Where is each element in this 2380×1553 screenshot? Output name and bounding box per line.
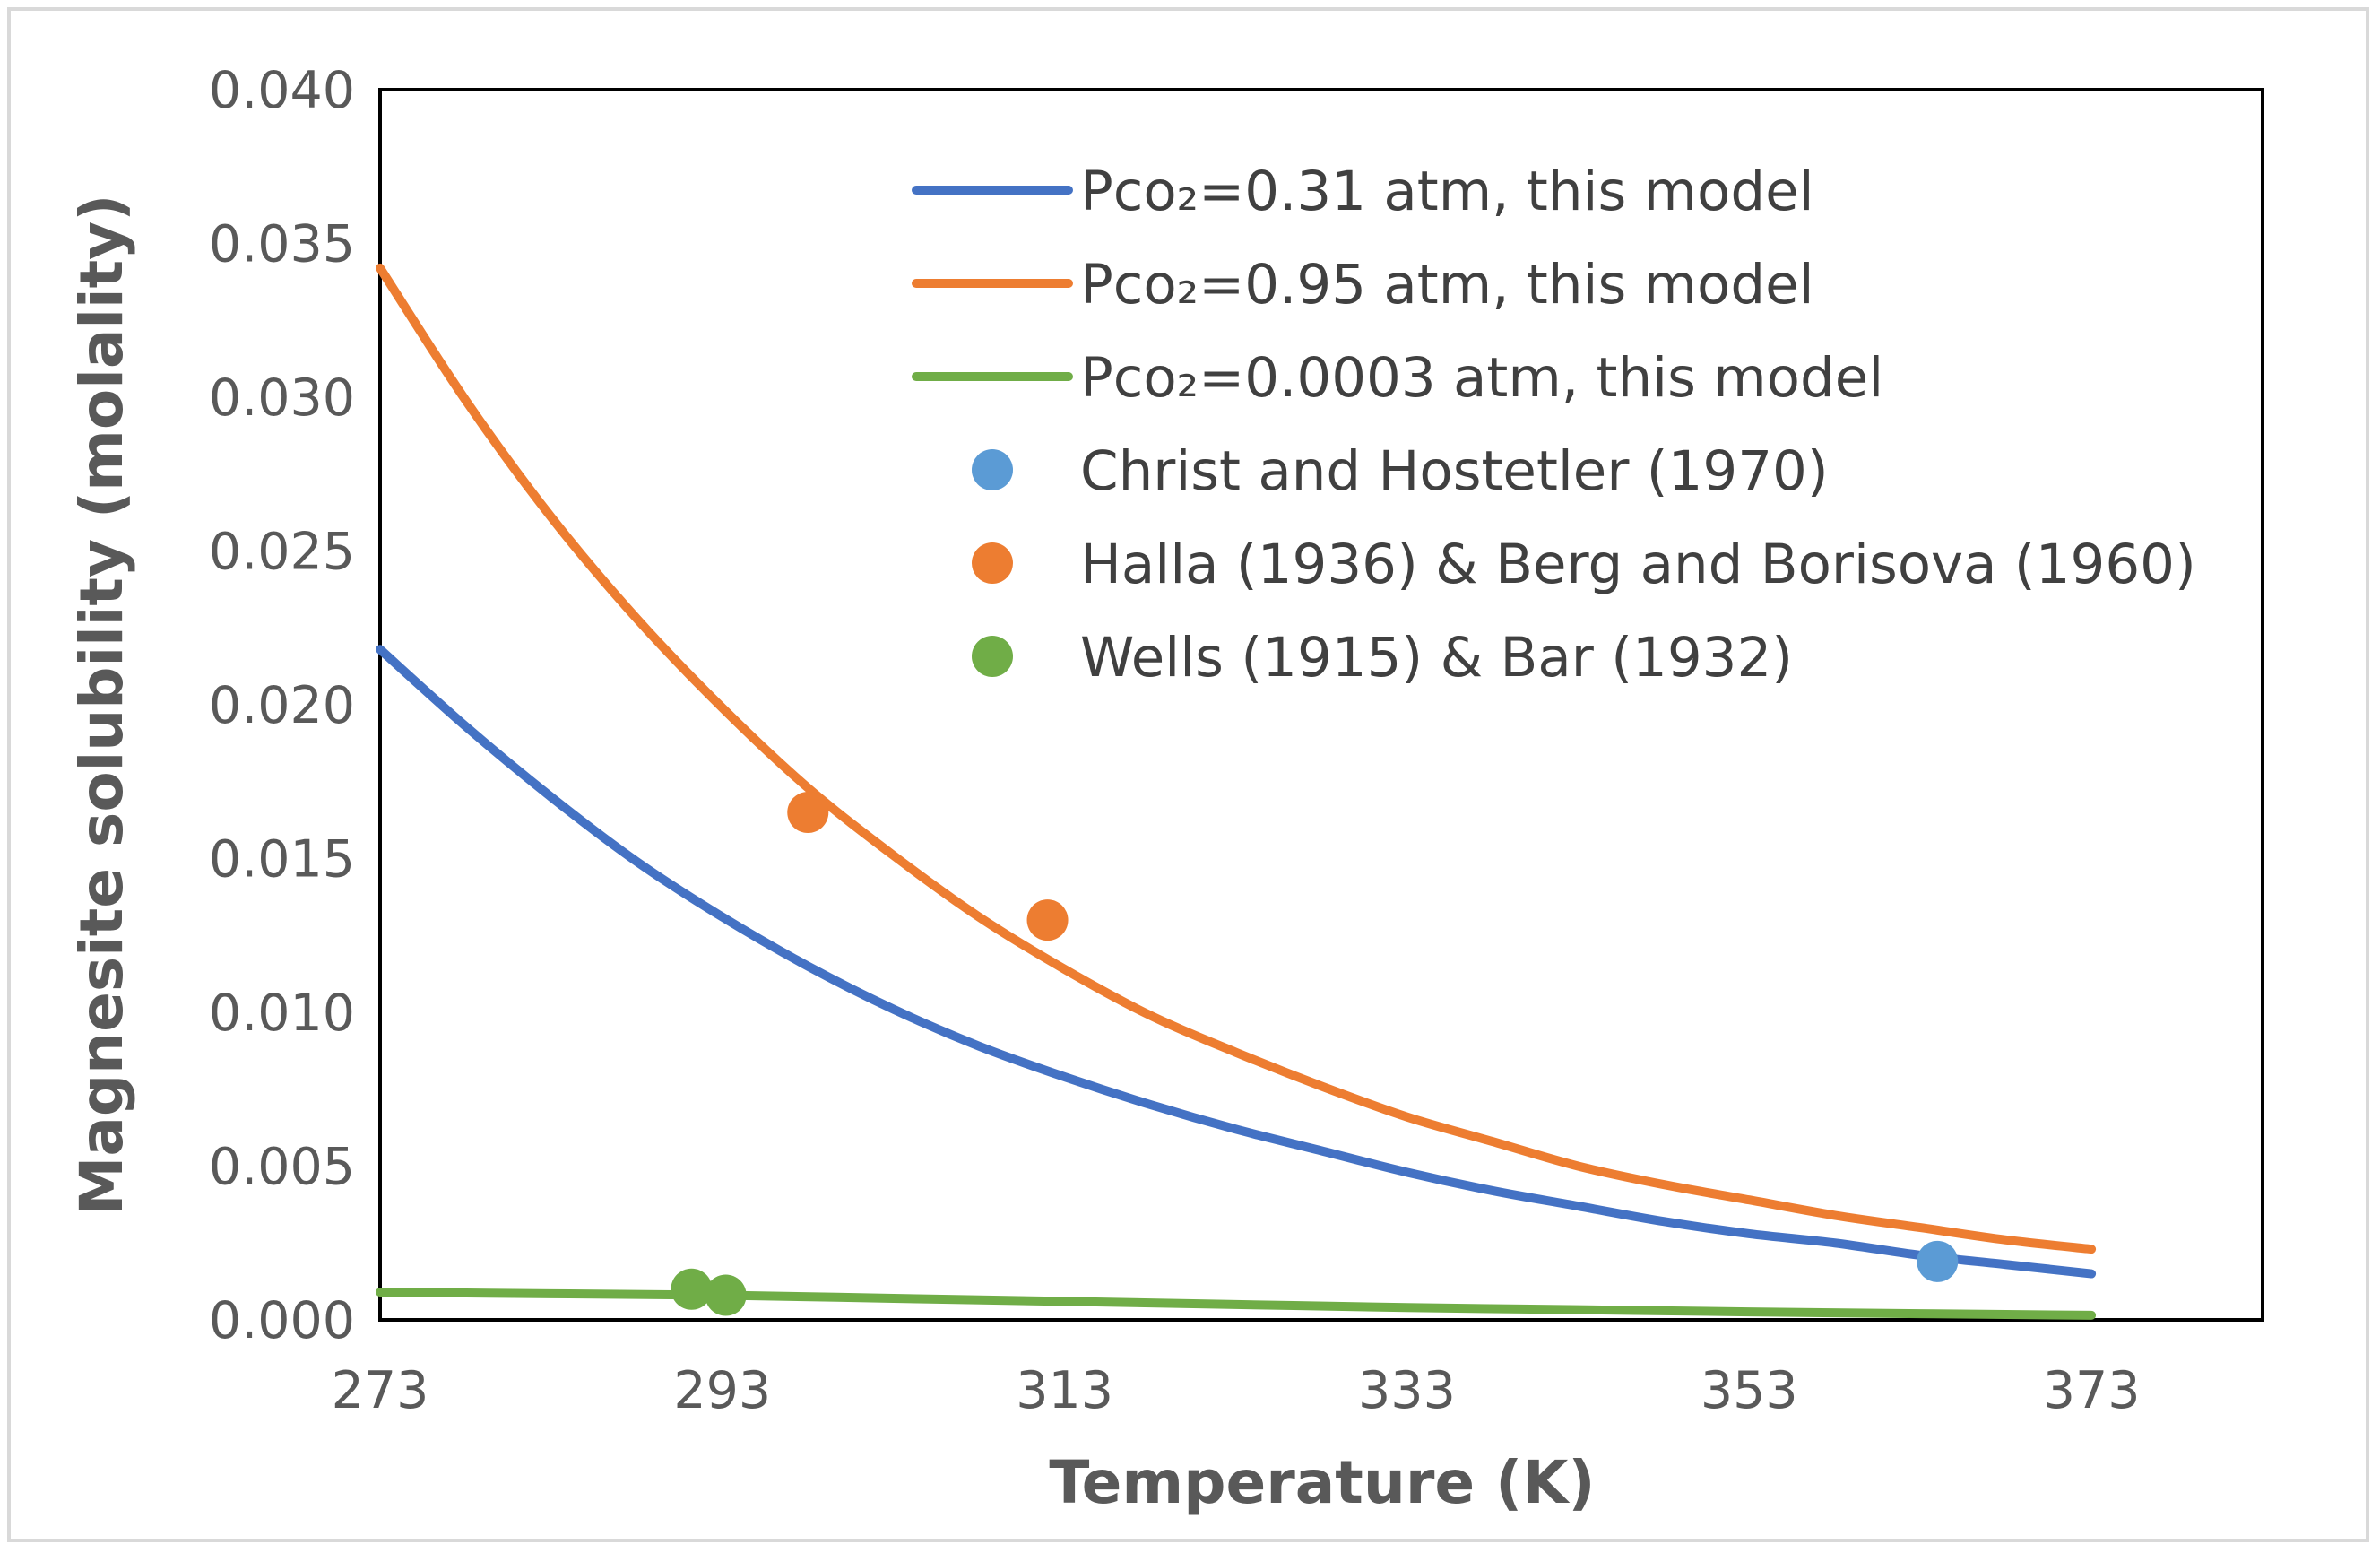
x-axis-title: Temperature (K) bbox=[1049, 1448, 1595, 1517]
legend-swatch-4 bbox=[972, 542, 1013, 584]
y-tick-label: 0.040 bbox=[209, 61, 355, 120]
x-tick-label: 273 bbox=[332, 1361, 429, 1420]
x-tick-label: 353 bbox=[1701, 1361, 1798, 1420]
y-tick-label: 0.010 bbox=[209, 984, 355, 1043]
x-tick-label: 333 bbox=[1358, 1361, 1456, 1420]
x-tick-label: 373 bbox=[2043, 1361, 2141, 1420]
series-point-4-1 bbox=[1026, 899, 1069, 941]
legend-label-2: Pco₂=0.0003 atm, this model bbox=[1080, 346, 1883, 410]
y-axis-title: Magnesite solubility (molality) bbox=[67, 195, 136, 1216]
legend-label-4: Halla (1936) & Berg and Borisova (1960) bbox=[1080, 533, 2196, 596]
legend-swatch-5 bbox=[972, 636, 1013, 677]
series-point-4-0 bbox=[787, 792, 829, 834]
legend-label-0: Pco₂=0.31 atm, this model bbox=[1080, 160, 1814, 223]
legend: Pco₂=0.31 atm, this model Pco₂=0.95 atm, … bbox=[912, 160, 2196, 690]
series-point-3-0 bbox=[1917, 1240, 1959, 1282]
x-axis-ticks: 273 293 313 333 353 373 bbox=[332, 1361, 2141, 1420]
legend-swatch-3 bbox=[972, 449, 1013, 490]
y-tick-label: 0.030 bbox=[209, 369, 355, 428]
series-points bbox=[671, 792, 1959, 1316]
legend-label-1: Pco₂=0.95 atm, this model bbox=[1080, 253, 1814, 317]
legend-label-3: Christ and Hostetler (1970) bbox=[1080, 439, 1829, 503]
x-tick-label: 293 bbox=[673, 1361, 771, 1420]
chart-frame bbox=[7, 7, 2369, 1542]
y-tick-label: 0.005 bbox=[209, 1138, 355, 1197]
series-point-5-0 bbox=[671, 1268, 713, 1310]
series-line-2 bbox=[376, 1288, 2097, 1320]
series-line-0 bbox=[376, 645, 2097, 1279]
y-tick-label: 0.020 bbox=[209, 676, 355, 735]
series-point-5-1 bbox=[705, 1274, 747, 1316]
y-tick-label: 0.000 bbox=[209, 1291, 355, 1350]
series-line-1 bbox=[376, 263, 2097, 1254]
y-tick-label: 0.025 bbox=[209, 523, 355, 582]
series-lines bbox=[376, 263, 2097, 1320]
x-tick-label: 313 bbox=[1016, 1361, 1113, 1420]
y-axis-ticks: 0.000 0.005 0.010 0.015 0.020 0.025 0.030 0.035… bbox=[209, 61, 355, 1350]
plot-area-border bbox=[378, 88, 2264, 1322]
y-tick-label: 0.035 bbox=[209, 215, 355, 274]
legend-label-5: Wells (1915) & Bar (1932) bbox=[1080, 626, 1793, 690]
y-tick-label: 0.015 bbox=[209, 830, 355, 889]
